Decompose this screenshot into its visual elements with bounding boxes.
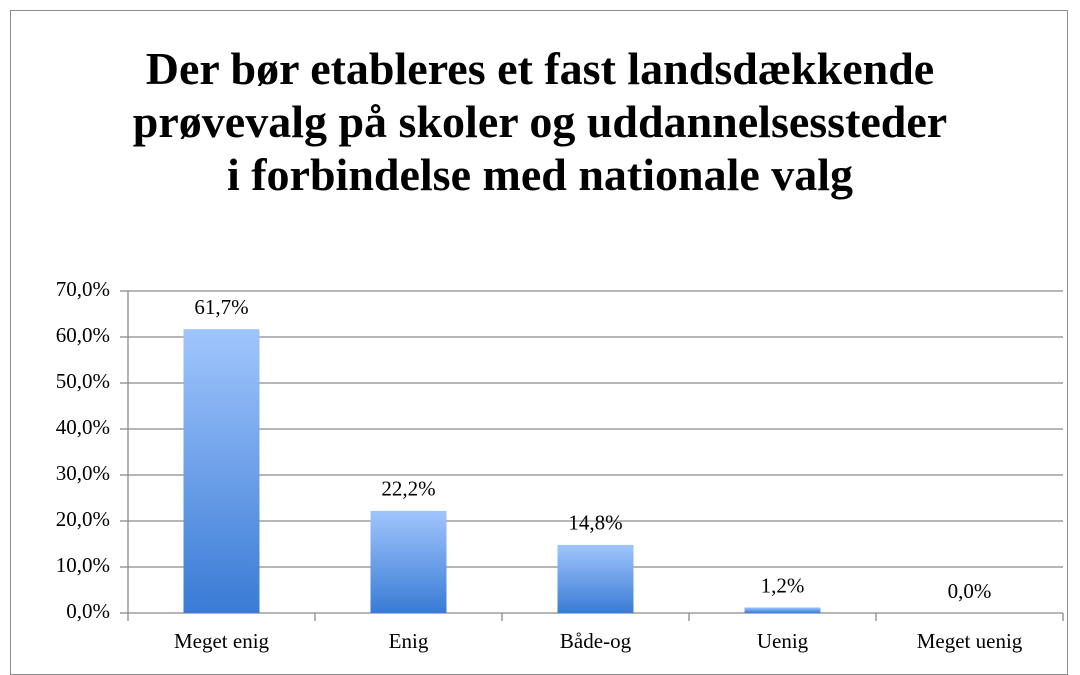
y-tick-label: 0,0% bbox=[66, 599, 110, 623]
value-label: 61,7% bbox=[194, 295, 248, 319]
x-tick-label: Meget enig bbox=[174, 629, 270, 653]
y-tick-label: 70,0% bbox=[56, 277, 110, 301]
x-tick-label: Både-og bbox=[560, 629, 632, 653]
bar bbox=[370, 510, 447, 613]
bar bbox=[183, 329, 260, 613]
y-tick-label: 30,0% bbox=[56, 461, 110, 485]
y-tick-label: 40,0% bbox=[56, 415, 110, 439]
x-tick-label: Uenig bbox=[757, 629, 809, 653]
bar bbox=[744, 607, 821, 613]
y-tick-label: 20,0% bbox=[56, 507, 110, 531]
value-label: 14,8% bbox=[568, 511, 622, 535]
y-tick-label: 50,0% bbox=[56, 369, 110, 393]
x-tick-label: Enig bbox=[389, 629, 429, 653]
bar bbox=[557, 544, 634, 613]
x-tick-label: Meget uenig bbox=[917, 629, 1023, 653]
value-label: 0,0% bbox=[948, 579, 992, 603]
y-tick-label: 60,0% bbox=[56, 323, 110, 347]
value-label: 1,2% bbox=[761, 573, 805, 597]
chart-title: Der bør etableres et fast landsdækkende … bbox=[132, 43, 948, 200]
value-label: 22,2% bbox=[381, 477, 435, 501]
y-tick-label: 10,0% bbox=[56, 553, 110, 577]
